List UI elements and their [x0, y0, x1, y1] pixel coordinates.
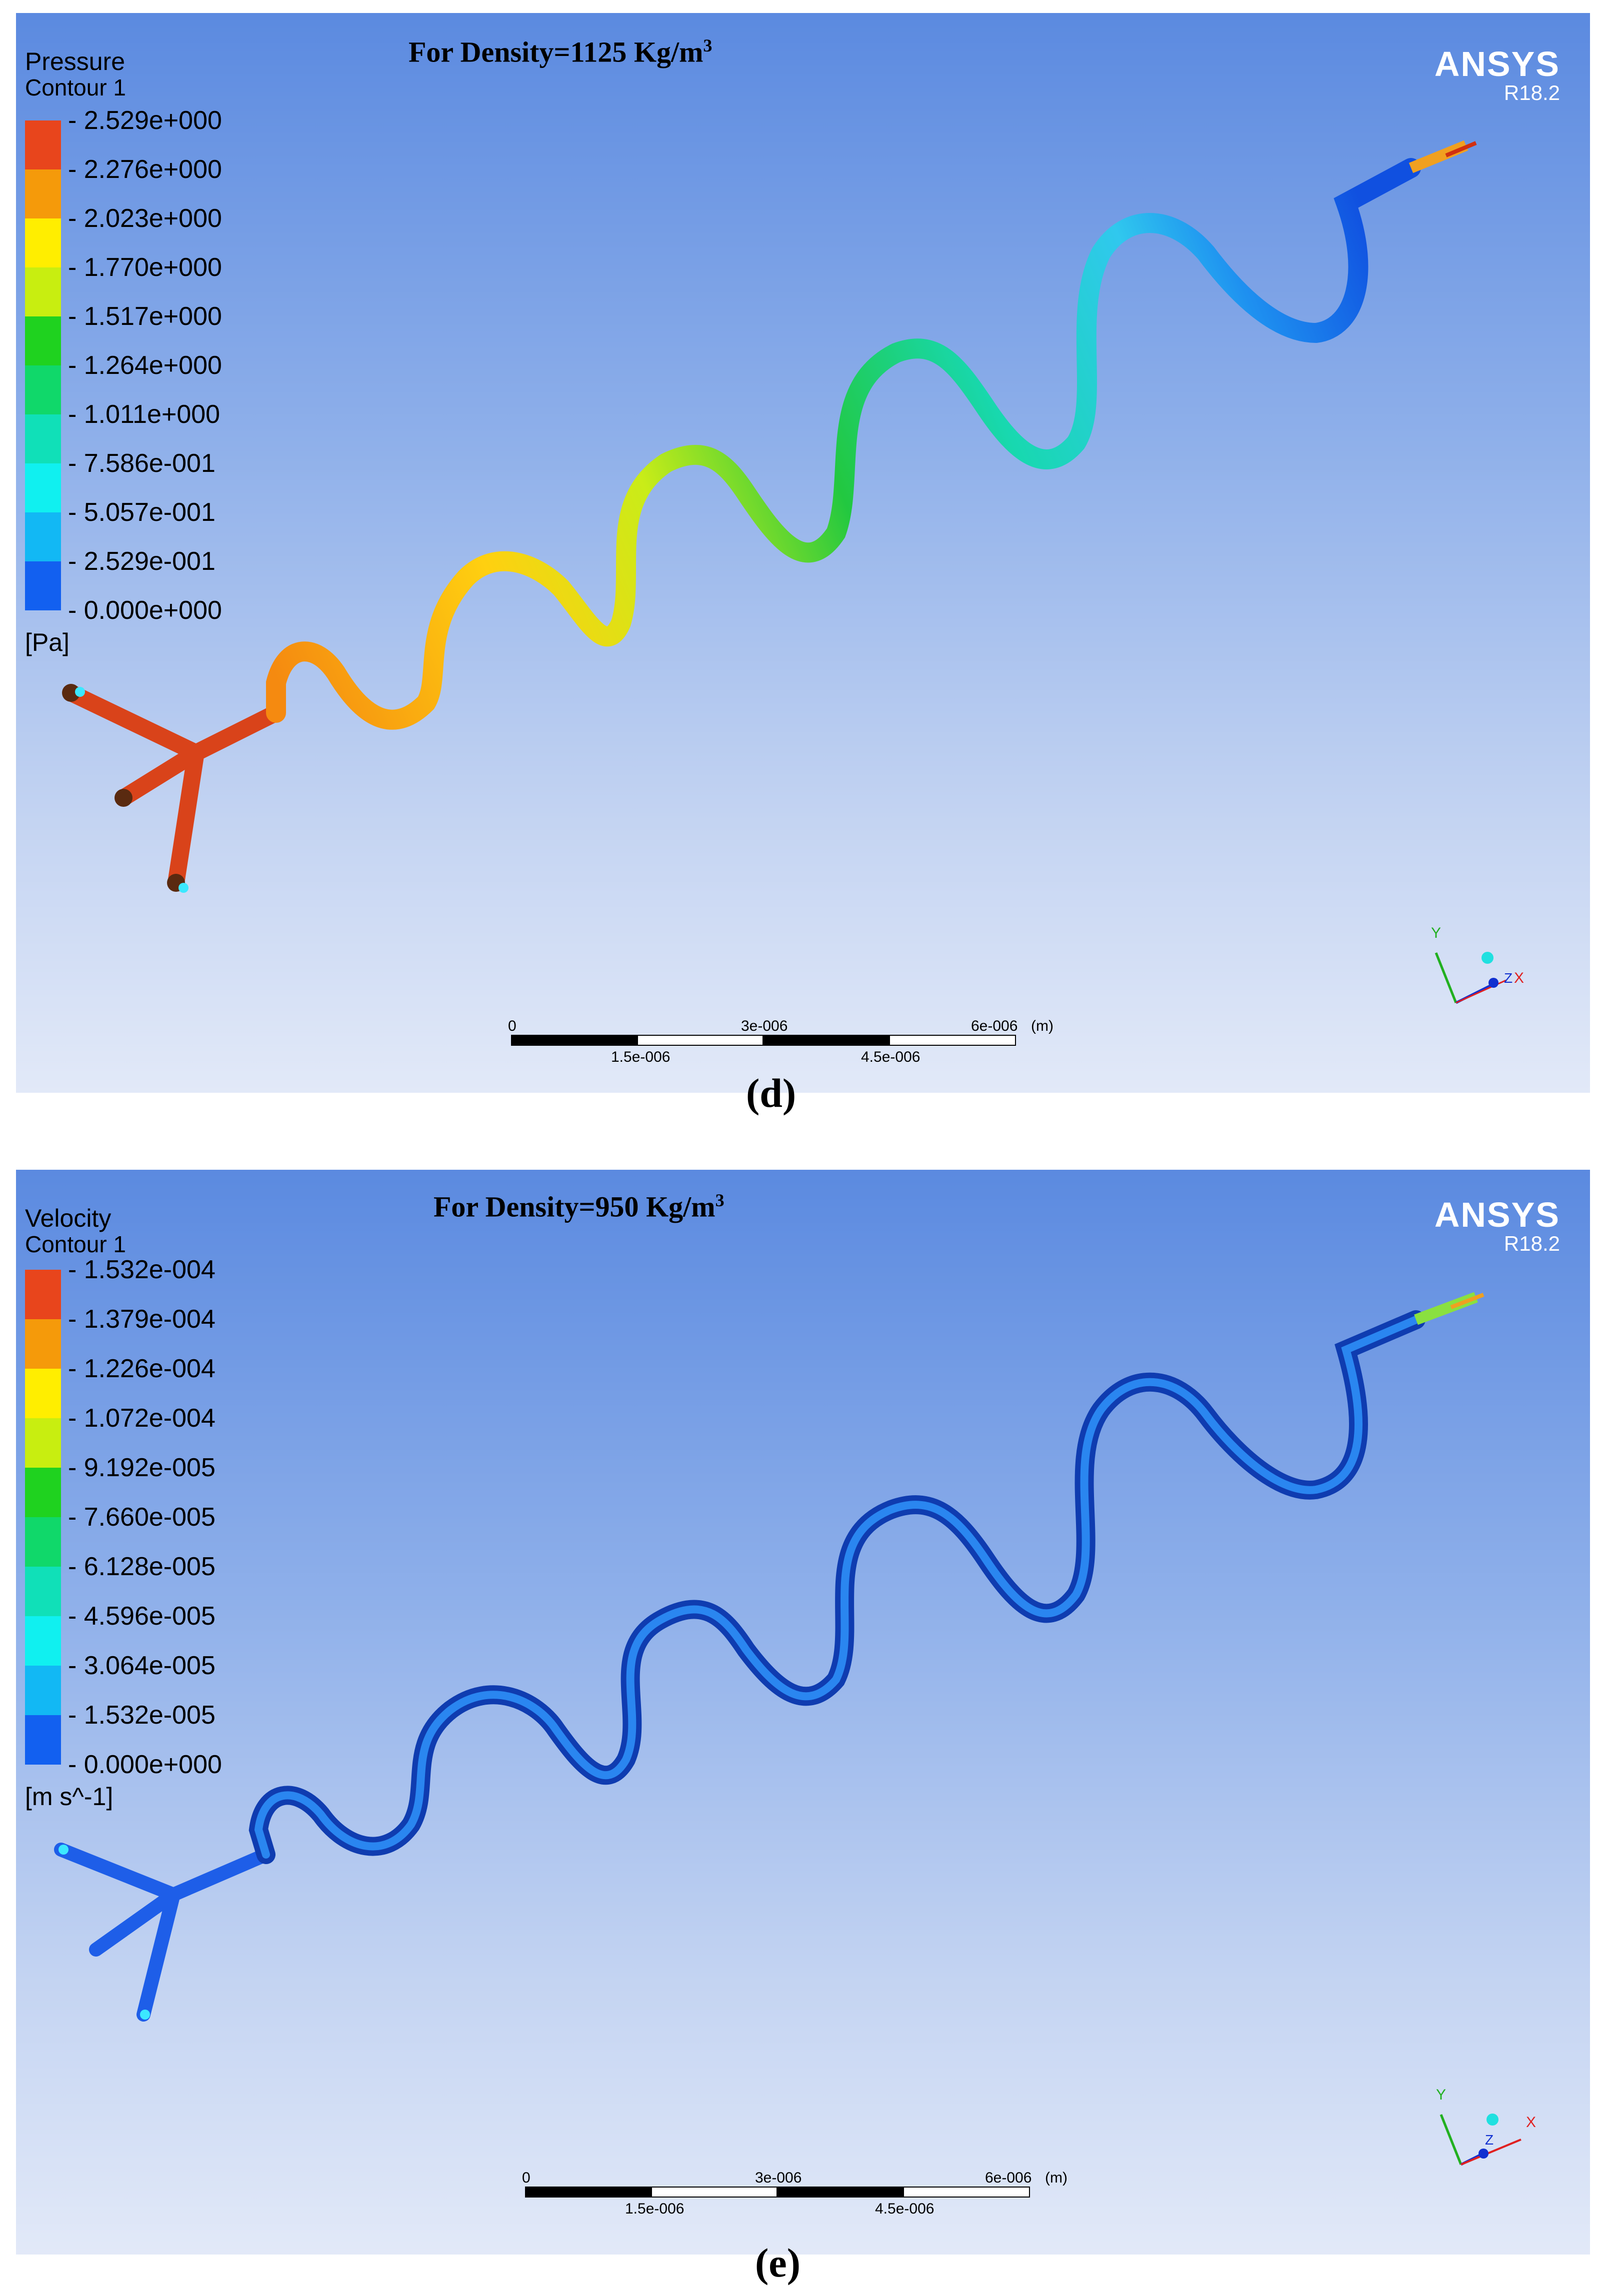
legend-swatch	[25, 414, 61, 463]
legend-value-label: - 0.000e+000	[68, 1750, 222, 1779]
legend-swatch	[25, 1616, 61, 1666]
scale-tick-0: 0	[522, 2170, 530, 2186]
legend-subtitle: Contour 1	[25, 74, 126, 100]
serpentine-channel	[266, 158, 1421, 730]
scale-tick-4: 6e-006	[985, 2170, 1032, 2186]
legend-value-label: - 1.532e-005	[68, 1701, 216, 1730]
scale-tick-1: 1.5e-006	[625, 2201, 684, 2217]
legend-swatch	[25, 1517, 61, 1567]
pressure-contour-viewport[interactable]: Pressure Contour 1 - 2.529e+000 - 2.276e+…	[16, 13, 1590, 1093]
legend-swatch	[25, 316, 61, 365]
axis-triad[interactable]: Y Z X	[1421, 2070, 1551, 2185]
inlet-branches	[54, 1843, 273, 2022]
legend-value-label: - 7.660e-005	[68, 1503, 216, 1532]
legend-swatch	[25, 1319, 61, 1369]
axis-triad[interactable]: Y Z X	[1416, 908, 1546, 1023]
legend-swatch	[25, 267, 61, 316]
ansys-logo: ANSYS	[1434, 44, 1560, 83]
axis-triad-icon: Y Z X	[1431, 925, 1524, 1004]
legend-unit: [Pa]	[25, 628, 70, 656]
density-title: For Density=1125 Kg/m3	[408, 35, 712, 68]
legend-swatch	[25, 463, 61, 512]
legend-value-label: - 2.529e+000	[68, 106, 222, 135]
legend-title: Velocity	[25, 1204, 112, 1232]
inlet-branches	[62, 684, 284, 891]
scale-bar: 0 1.5e-006 3e-006 4.5e-006 6e-006 (m)	[508, 1018, 1054, 1065]
legend-swatch	[25, 512, 61, 561]
legend-value-label: - 2.276e+000	[68, 155, 222, 184]
legend-swatch	[25, 1567, 61, 1616]
legend-value-label: - 4.596e-005	[68, 1602, 216, 1631]
legend-swatch	[25, 365, 61, 414]
legend-value-label: - 1.532e-004	[68, 1255, 216, 1284]
ansys-logo: ANSYS	[1434, 1195, 1560, 1234]
scale-unit: (m)	[1031, 1018, 1054, 1034]
density-title: For Density=950 Kg/m3	[434, 1190, 724, 1223]
scale-tick-0: 0	[508, 1018, 516, 1034]
scale-tick-3: 4.5e-006	[875, 2201, 934, 2217]
legend-swatch	[25, 1666, 61, 1715]
legend-unit: [m s^-1]	[25, 1783, 114, 1811]
legend-value-label: - 9.192e-005	[68, 1453, 216, 1482]
legend-swatch	[25, 169, 61, 218]
legend-swatch	[25, 1715, 61, 1765]
legend-swatch	[25, 218, 61, 267]
legend-colorbar	[25, 120, 61, 610]
ansys-version: R18.2	[1504, 81, 1560, 104]
legend-value-label: - 6.128e-005	[68, 1552, 216, 1581]
legend-subtitle: Contour 1	[25, 1231, 126, 1257]
axis-label-y: Y	[1436, 2087, 1446, 2103]
legend-value-label: - 1.226e-004	[68, 1354, 216, 1383]
ansys-version: R18.2	[1504, 1232, 1560, 1255]
legend-value-label: - 1.517e+000	[68, 302, 222, 331]
scale-tick-4: 6e-006	[971, 1018, 1018, 1034]
legend-value-label: - 1.072e-004	[68, 1404, 216, 1433]
legend-value-label: - 3.064e-005	[68, 1651, 216, 1680]
legend-swatch	[25, 120, 61, 169]
axis-label-x: X	[1514, 970, 1524, 986]
legend-value-label: - 5.057e-001	[68, 498, 216, 527]
axis-label-z: Z	[1485, 2132, 1494, 2148]
legend-title: Pressure	[25, 47, 126, 75]
legend-swatch	[25, 1418, 61, 1468]
axis-label-x: X	[1526, 2114, 1536, 2131]
legend-swatch	[25, 1468, 61, 1517]
legend-value-label: - 2.529e-001	[68, 547, 216, 576]
legend-value-label: - 7.586e-001	[68, 449, 216, 478]
serpentine-channel	[248, 1310, 1426, 1864]
channel-geometry-pressure	[62, 140, 1477, 893]
legend-value-label: - 1.770e+000	[68, 253, 222, 282]
legend-value-label: - 2.023e+000	[68, 204, 222, 233]
legend-value-label: - 0.000e+000	[68, 596, 222, 625]
scale-tick-1: 1.5e-006	[611, 1049, 670, 1065]
scale-tick-3: 4.5e-006	[861, 1049, 920, 1065]
scale-unit: (m)	[1045, 2170, 1068, 2186]
scale-tick-2: 3e-006	[741, 1018, 788, 1034]
velocity-contour-viewport[interactable]: Velocity Contour 1 - 1.532e-004 - 1.379e-…	[16, 1170, 1590, 2255]
legend-value-label: - 1.011e+000	[68, 400, 220, 429]
channel-geometry-velocity	[54, 1292, 1484, 2022]
panel-label-e: (e)	[755, 2240, 801, 2286]
legend-swatch	[25, 561, 61, 610]
scale-bar: 0 1.5e-006 3e-006 4.5e-006 6e-006 (m)	[522, 2170, 1068, 2217]
axis-label-z: Z	[1504, 970, 1512, 986]
legend-swatch	[25, 1270, 61, 1319]
legend-swatch	[25, 1369, 61, 1418]
axis-label-y: Y	[1431, 925, 1441, 941]
scale-tick-2: 3e-006	[755, 2170, 802, 2186]
legend-value-label: - 1.264e+000	[68, 351, 222, 380]
legend-value-label: - 1.379e-004	[68, 1305, 216, 1334]
axis-triad-icon: Y Z X	[1436, 2087, 1536, 2166]
legend-colorbar	[25, 1270, 61, 1765]
panel-label-d: (d)	[746, 1070, 796, 1116]
